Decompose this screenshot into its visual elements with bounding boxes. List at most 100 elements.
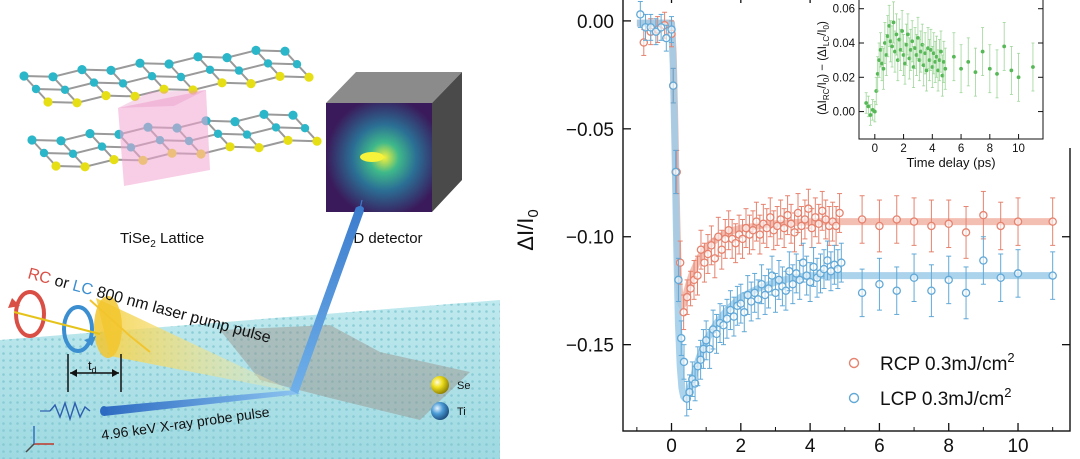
data-point-lcp	[944, 255, 953, 305]
inset-data-point	[901, 34, 906, 76]
data-point-lcp	[719, 305, 728, 346]
inset-x-tick-label: 10	[1012, 143, 1025, 155]
inset-y-tick-label: 0.04	[833, 38, 856, 50]
inset-data-point	[917, 39, 922, 82]
data-point-lcp	[743, 275, 752, 315]
data-point-rcp	[979, 190, 988, 240]
data-point-lcp	[927, 264, 936, 318]
inset-data-point	[894, 13, 899, 56]
data-point-rcp	[727, 218, 737, 259]
inset-data-point	[868, 104, 873, 126]
y-tick-label: −0.05	[566, 120, 614, 141]
data-point-rcp	[689, 259, 699, 300]
data-point-rcp	[707, 225, 716, 266]
inset-x-tick-label: 6	[958, 143, 964, 155]
inset-data-point	[864, 92, 869, 114]
data-point-rcp	[776, 199, 785, 240]
inset-data-point	[931, 32, 936, 75]
inset-data-point	[897, 18, 902, 61]
inset-data-point	[882, 22, 887, 64]
inset-data-point	[995, 49, 999, 99]
inset-data-point	[878, 32, 883, 68]
data-point-lcp	[875, 257, 884, 311]
inset-data-point	[951, 32, 956, 82]
lattice-label: TiSe2 Lattice	[120, 230, 204, 250]
data-point-lcp	[837, 242, 846, 283]
main-axes: 0 2 4 6 8 10 0.00 −0.05 −0.10 −0.15	[566, 0, 1070, 457]
data-point-rcp	[772, 206, 782, 246]
data-point-rcp	[745, 214, 754, 255]
legend: RCP 0.3mJ/cm2 LCP 0.3mJ/cm2	[848, 350, 1015, 410]
inset-data-point	[875, 56, 880, 92]
data-point-lcp	[656, 13, 666, 41]
ti-legend-label: Ti	[457, 406, 466, 418]
inset-data-point	[924, 49, 929, 92]
data-point-rcp	[748, 210, 758, 251]
inset-data-point	[914, 34, 919, 76]
inset-data-point	[980, 27, 985, 76]
plot-frame	[622, 0, 1071, 432]
tise2-lattice	[19, 45, 322, 172]
data-point-rcp	[717, 229, 727, 270]
inset-data-point	[900, 10, 905, 52]
data-point-lcp	[693, 346, 703, 387]
inset-axes: 0 2 4 6 8 10 0.00 0.02 0.04 0.06	[833, 0, 1044, 155]
inset-data-point	[888, 20, 893, 63]
data-point-lcp	[778, 266, 787, 307]
inset-data-point	[910, 20, 915, 63]
data-point-rcp	[821, 199, 830, 240]
inset-data-point	[1002, 22, 1007, 71]
data-point-lcp	[792, 253, 801, 294]
delay-bracket	[67, 354, 122, 392]
lc-polarization-icon	[62, 305, 96, 353]
data-point-lcp	[674, 257, 683, 302]
data-point-rcp	[857, 195, 867, 244]
data-point-rcp	[828, 201, 837, 242]
unit-cell	[118, 90, 210, 186]
pump-beam	[96, 298, 295, 392]
data-point-rcp	[786, 203, 796, 244]
data-point-lcp	[774, 259, 784, 300]
data-point-lcp	[819, 249, 829, 290]
data-point-lcp	[961, 266, 971, 320]
data-point-rcp	[927, 199, 936, 253]
data-point-lcp	[708, 309, 718, 350]
rc-polarization-icon	[8, 290, 46, 338]
legend-label-rcp: RCP 0.3mJ/cm2	[880, 350, 1015, 375]
inset-x-tick-label: 4	[929, 143, 936, 155]
data-point-lcp	[662, 24, 671, 52]
diffracted-beam	[290, 207, 364, 394]
data-point-rcp	[1013, 197, 1023, 246]
inset-x-tick-label: 8	[987, 143, 993, 155]
inset-data-point	[1031, 42, 1035, 92]
legend-label-lcp: LCP 0.3mJ/cm2	[880, 385, 1011, 410]
x-tick-label: 2	[736, 436, 747, 457]
data-point-lcp	[750, 272, 759, 313]
inset-x-tick-label: 0	[872, 143, 878, 155]
axes-icon	[25, 426, 54, 453]
data-point-lcp	[802, 255, 811, 296]
data-point-lcp	[996, 253, 1005, 302]
delay-label: td	[88, 358, 97, 375]
inset-data-point	[866, 95, 871, 118]
inset-data-point	[890, 25, 894, 68]
inset-x-tick-label: 2	[900, 143, 906, 155]
inset-y-tick-label: 0.06	[833, 4, 855, 16]
data-point-lcp	[833, 249, 843, 290]
x-tick-label: 8	[943, 436, 954, 457]
inset-data-point	[911, 46, 916, 88]
data-point-rcp	[734, 214, 744, 255]
inset-data-point	[905, 13, 910, 56]
inset-data-point	[923, 32, 928, 75]
data-point-lcp	[979, 236, 988, 285]
x-tick-label: 6	[874, 436, 885, 457]
y-tick-label: 0.00	[577, 12, 614, 33]
data-point-rcp	[824, 206, 834, 246]
probe-beam	[102, 390, 300, 416]
data-point-rcp	[731, 223, 740, 264]
y-axis-label: ΔI/I0	[513, 209, 542, 250]
data-points	[636, 0, 1057, 417]
inset-data-point	[928, 28, 933, 71]
data-point-lcp	[667, 16, 676, 43]
